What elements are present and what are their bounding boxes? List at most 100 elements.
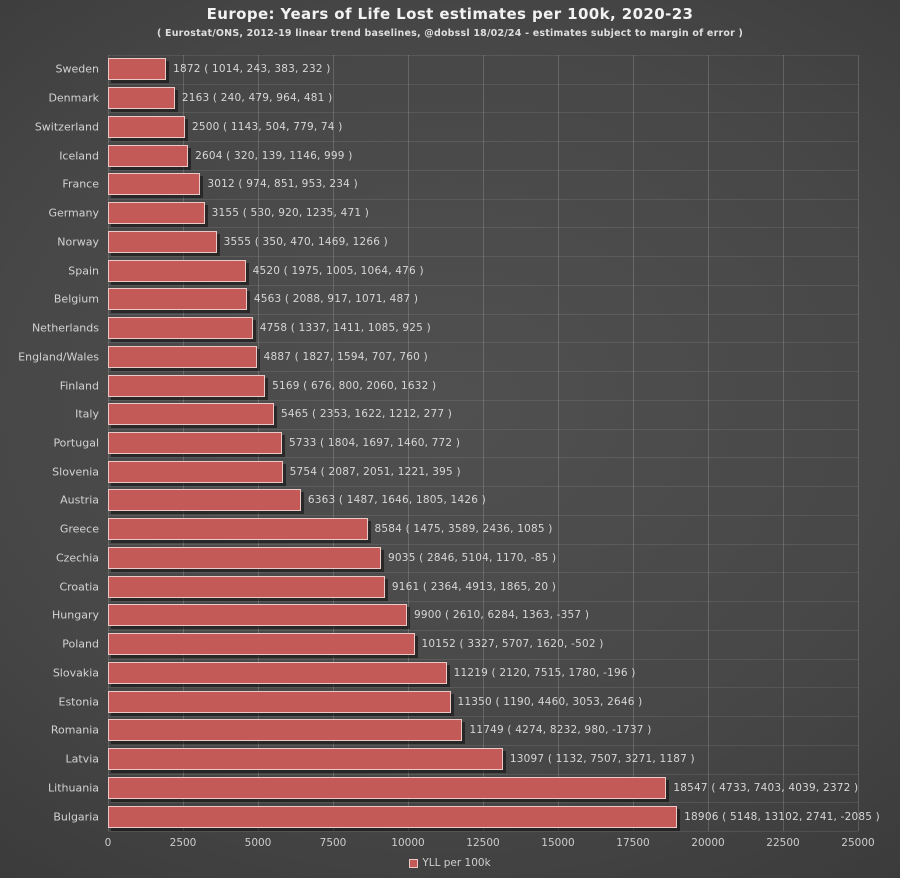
- grid-line-h: [108, 802, 858, 804]
- value-label: 5733 ( 1804, 1697, 1460, 772 ): [288, 436, 461, 449]
- country-label: Estonia: [58, 695, 100, 709]
- value-label: 5754 ( 2087, 2051, 1221, 395 ): [289, 465, 461, 478]
- value-label: 1872 ( 1014, 243, 383, 232 ): [173, 63, 331, 76]
- x-tick-label: 22500: [766, 837, 800, 849]
- grid-line-h: [108, 256, 858, 258]
- country-label: Romania: [50, 723, 99, 737]
- bar-row: Portugal 5733 ( 1804, 1697, 1460, 772 ): [53, 429, 858, 458]
- grid-line-v: [333, 55, 334, 831]
- legend-swatch-icon: [409, 858, 419, 868]
- grid-line-h: [108, 342, 858, 344]
- country-label: Iceland: [59, 149, 99, 163]
- value-label: 4563 ( 2088, 917, 1071, 487 ): [253, 293, 419, 306]
- value-label: 8584 ( 1475, 3589, 2436, 1085 ): [374, 523, 553, 536]
- chart-title: Europe: Years of Life Lost estimates per…: [206, 5, 694, 23]
- x-tick-label: 5000: [244, 837, 272, 849]
- bar-row: Hungary 9900 ( 2610, 6284, 1363, -357 ): [52, 601, 858, 630]
- value-label: 18906 ( 5148, 13102, 2741, -2085 ): [684, 810, 880, 823]
- country-label: Austria: [60, 493, 99, 507]
- country-label: France: [62, 177, 99, 191]
- country-label: Switzerland: [34, 120, 99, 134]
- grid-line-h: [108, 601, 858, 603]
- bar-row: Finland 5169 ( 676, 800, 2060, 1632 ): [60, 371, 858, 400]
- grid-line-h: [108, 313, 858, 315]
- bar: [108, 202, 205, 225]
- country-label: Greece: [59, 522, 99, 536]
- plot-area: Sweden 1872 ( 1014, 243, 383, 232 ) Denmar…: [18, 55, 880, 832]
- grid-line-h: [108, 543, 858, 545]
- bar-row: Netherlands 4758 ( 1337, 1411, 1085, 925 …: [32, 314, 858, 343]
- x-tick-label: 7500: [319, 837, 347, 849]
- x-tick-label: 15000: [541, 837, 575, 849]
- grid-line-h: [108, 428, 858, 430]
- value-label: 4758 ( 1337, 1411, 1085, 925 ): [259, 322, 431, 335]
- bar-row: Germany 3155 ( 530, 920, 1235, 471 ): [48, 199, 858, 228]
- grid-line-v: [633, 55, 634, 831]
- bar: [108, 661, 447, 684]
- bar-row: Spain 4520 ( 1975, 1005, 1064, 476 ): [68, 256, 858, 285]
- bar-row: Estonia 11350 ( 1190, 4460, 3053, 2646 ): [59, 687, 858, 716]
- value-label: 3012 ( 974, 851, 953, 234 ): [207, 178, 358, 191]
- x-tick-label: 17500: [616, 837, 650, 849]
- value-label: 2500 ( 1143, 504, 779, 74 ): [192, 120, 343, 133]
- bar: [108, 690, 451, 713]
- bar-row: Sweden 1872 ( 1014, 243, 383, 232 ): [56, 55, 858, 84]
- value-label: 3555 ( 350, 470, 1469, 1266 ): [223, 235, 388, 248]
- grid-line-v: [783, 55, 784, 831]
- grid-line-h: [108, 198, 858, 200]
- bar-row: Norway 3555 ( 350, 470, 1469, 1266 ): [57, 227, 858, 256]
- value-label: 13097 ( 1132, 7507, 3271, 1187 ): [509, 753, 695, 766]
- grid-line-h: [108, 716, 858, 718]
- bar: [108, 317, 253, 340]
- value-label: 4520 ( 1975, 1005, 1064, 476 ): [252, 264, 424, 277]
- bar-row: Poland 10152 ( 3327, 5707, 1620, -502 ): [62, 630, 858, 659]
- value-label: 5465 ( 2353, 1622, 1212, 277 ): [280, 408, 453, 421]
- bar-row: Romania 11749 ( 4274, 8232, 980, -1737 ): [51, 716, 858, 745]
- bar: [108, 259, 246, 282]
- grid-line-h: [108, 55, 858, 56]
- value-label: 5169 ( 676, 800, 2060, 1632 ): [272, 379, 437, 392]
- x-tick-label: 25000: [841, 837, 875, 849]
- bar-row: Slovakia 11219 ( 2120, 7515, 1780, -196 ): [53, 659, 858, 688]
- country-label: Germany: [48, 206, 99, 220]
- value-label: 9035 ( 2846, 5104, 1170, -85 ): [388, 551, 557, 564]
- value-label: 2604 ( 320, 139, 1146, 999 ): [195, 149, 353, 162]
- grid-line-h: [108, 658, 858, 660]
- value-label: 6363 ( 1487, 1646, 1805, 1426 ): [307, 494, 486, 507]
- bar-row: Bulgaria 18906 ( 5148, 13102, 2741, -2085…: [53, 802, 880, 831]
- country-label: Slovakia: [52, 666, 99, 680]
- grid-line-h: [108, 572, 858, 574]
- bar-row: Slovenia 5754 ( 2087, 2051, 1221, 395 ): [52, 457, 858, 486]
- country-label: Spain: [68, 264, 99, 278]
- bar: [108, 374, 266, 397]
- value-label: 11350 ( 1190, 4460, 3053, 2646 ): [457, 695, 643, 708]
- bar: [108, 489, 301, 512]
- legend: YLL per 100k: [0, 857, 900, 869]
- x-tick-label: 2500: [169, 837, 197, 849]
- chart-subtitle: ( Eurostat/ONS, 2012-19 linear trend bas…: [156, 28, 744, 39]
- country-label: Slovenia: [52, 465, 99, 479]
- value-label: 10152 ( 3327, 5707, 1620, -502 ): [421, 638, 604, 651]
- country-label: Lithuania: [48, 781, 99, 795]
- value-label: 18547 ( 4733, 7403, 4039, 2372 ): [673, 781, 859, 794]
- grid-line-v: [483, 55, 484, 831]
- country-label: Portugal: [53, 436, 99, 450]
- legend-label: YLL per 100k: [422, 857, 491, 869]
- bar: [108, 58, 167, 81]
- bar: [108, 633, 415, 656]
- x-axis: 0 2500 5000 7500 10000 12500 15000 17500 20000 22…: [105, 837, 875, 853]
- country-label: Czechia: [55, 551, 99, 565]
- country-label: Italy: [75, 407, 99, 421]
- grid-line-h: [108, 744, 858, 746]
- bar: [108, 604, 407, 627]
- bar: [108, 173, 201, 196]
- grid-line-h: [108, 284, 858, 286]
- grid-line-h: [108, 227, 858, 229]
- bar-row: Switzerland 2500 ( 1143, 504, 779, 74 ): [35, 112, 858, 141]
- grid-line-h: [108, 486, 858, 488]
- grid-line-h: [108, 141, 858, 143]
- bar-row: England/Wales 4887 ( 1827, 1594, 707, 760…: [18, 342, 858, 371]
- x-tick-label: 12500: [466, 837, 500, 849]
- bar: [108, 776, 667, 799]
- grid-line-h: [108, 169, 858, 171]
